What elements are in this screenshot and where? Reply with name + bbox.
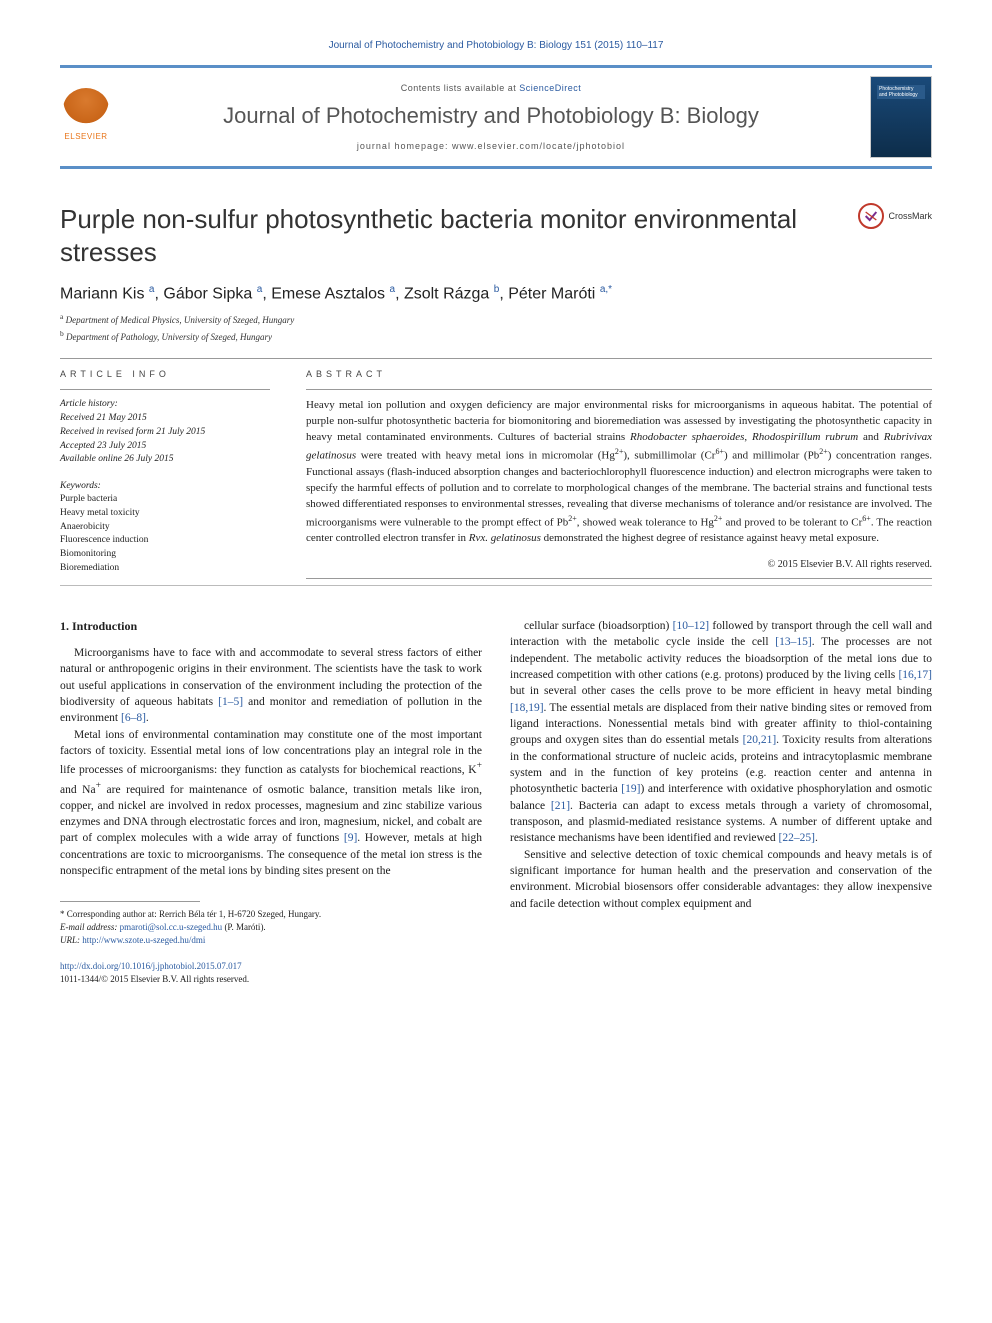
homepage-line: journal homepage: www.elsevier.com/locat… — [126, 141, 856, 151]
running-header: Journal of Photochemistry and Photobiolo… — [60, 40, 932, 51]
email-label: E-mail address: — [60, 922, 120, 932]
citation-link[interactable]: [13–15] — [775, 636, 811, 648]
issn-copyright: 1011-1344/© 2015 Elsevier B.V. All right… — [60, 973, 482, 986]
crossmark-badge[interactable]: CrossMark — [858, 203, 932, 229]
citation-link[interactable]: [9] — [344, 832, 357, 844]
email-link[interactable]: pmaroti@sol.cc.u-szeged.hu — [120, 922, 223, 932]
keyword: Bioremediation — [60, 562, 270, 576]
affiliation-line: a Department of Medical Physics, Univers… — [60, 311, 932, 328]
keyword: Biomonitoring — [60, 548, 270, 562]
keyword: Purple bacteria — [60, 493, 270, 507]
body-paragraph: Sensitive and selective detection of tox… — [510, 847, 932, 912]
citation-link[interactable]: [1–5] — [218, 696, 243, 708]
citation-link[interactable]: [6–8] — [121, 712, 146, 724]
citation-link[interactable]: [10–12] — [673, 620, 709, 632]
body-columns: 1. Introduction Microorganisms have to f… — [60, 618, 932, 985]
revised-date: Received in revised form 21 July 2015 — [60, 426, 270, 440]
body-paragraph: Microorganisms have to face with and acc… — [60, 645, 482, 727]
divider — [306, 578, 932, 579]
contents-line: Contents lists available at ScienceDirec… — [126, 83, 856, 93]
author-list: Mariann Kis a, Gábor Sipka a, Emese Aszt… — [60, 284, 932, 303]
abstract-copyright: © 2015 Elsevier B.V. All rights reserved… — [306, 559, 932, 570]
article-info-column: ARTICLE INFO Article history: Received 2… — [60, 369, 270, 579]
homepage-url[interactable]: www.elsevier.com/locate/jphotobiol — [452, 141, 625, 151]
cover-title: Photochemistry and Photobiology — [879, 87, 923, 98]
received-date: Received 21 May 2015 — [60, 412, 270, 426]
body-paragraph: cellular surface (bioadsorption) [10–12]… — [510, 618, 932, 847]
banner-center: Contents lists available at ScienceDirec… — [126, 83, 856, 151]
doi-block: http://dx.doi.org/10.1016/j.jphotobiol.2… — [60, 960, 482, 985]
journal-name: Journal of Photochemistry and Photobiolo… — [126, 103, 856, 129]
crossmark-icon — [858, 203, 884, 229]
section-number: 1. — [60, 619, 69, 633]
journal-banner: ELSEVIER Contents lists available at Sci… — [60, 65, 932, 169]
keywords-list: Purple bacteriaHeavy metal toxicityAnaer… — [60, 493, 270, 576]
url-label: URL: — [60, 935, 82, 945]
footnote-divider — [60, 901, 200, 902]
title-row: Purple non-sulfur photosynthetic bacteri… — [60, 203, 932, 268]
divider — [306, 389, 932, 390]
citation-link[interactable]: [22–25] — [779, 832, 815, 844]
elsevier-logo: ELSEVIER — [60, 88, 112, 146]
citation-link[interactable]: [21] — [551, 800, 570, 812]
divider — [60, 358, 932, 359]
affiliation-line: b Department of Pathology, University of… — [60, 328, 932, 345]
body-paragraph: Metal ions of environmental contaminatio… — [60, 727, 482, 880]
sciencedirect-link[interactable]: ScienceDirect — [519, 83, 581, 93]
doi-link[interactable]: http://dx.doi.org/10.1016/j.jphotobiol.2… — [60, 961, 242, 971]
keywords-label: Keywords: — [60, 481, 270, 491]
abstract-head: ABSTRACT — [306, 369, 932, 379]
citation-link[interactable]: [20,21] — [743, 734, 777, 746]
crossmark-label: CrossMark — [888, 211, 932, 221]
section-heading: 1. Introduction — [60, 618, 482, 635]
keyword: Heavy metal toxicity — [60, 507, 270, 521]
affiliations: a Department of Medical Physics, Univers… — [60, 311, 932, 344]
history-label: Article history: — [60, 398, 270, 412]
email-owner: (P. Maróti). — [222, 922, 266, 932]
corresponding-author-footnote: * Corresponding author at: Rerrich Béla … — [60, 908, 482, 946]
keyword: Fluorescence induction — [60, 534, 270, 548]
corr-address: Rerrich Béla tér 1, H-6720 Szeged, Hunga… — [159, 909, 321, 919]
citation-link[interactable]: [18,19] — [510, 702, 544, 714]
online-date: Available online 26 July 2015 — [60, 453, 270, 467]
homepage-prefix: journal homepage: — [357, 141, 452, 151]
elsevier-tree-icon — [63, 88, 109, 130]
body-column-left: 1. Introduction Microorganisms have to f… — [60, 618, 482, 985]
article-info-head: ARTICLE INFO — [60, 369, 270, 379]
abstract-column: ABSTRACT Heavy metal ion pollution and o… — [306, 369, 932, 579]
article-title: Purple non-sulfur photosynthetic bacteri… — [60, 203, 838, 268]
section-title: Introduction — [72, 619, 137, 633]
info-abstract-row: ARTICLE INFO Article history: Received 2… — [60, 369, 932, 579]
citation-link[interactable]: [19] — [621, 783, 640, 795]
divider — [60, 585, 932, 586]
abstract-text: Heavy metal ion pollution and oxygen def… — [306, 398, 932, 547]
accepted-date: Accepted 23 July 2015 — [60, 440, 270, 454]
keyword: Anaerobicity — [60, 521, 270, 535]
author-url-link[interactable]: http://www.szote.u-szeged.hu/dmi — [82, 935, 205, 945]
citation-link[interactable]: [16,17] — [898, 669, 932, 681]
corr-prefix: * Corresponding author at: — [60, 909, 159, 919]
elsevier-label: ELSEVIER — [64, 132, 107, 141]
contents-prefix: Contents lists available at — [401, 83, 520, 93]
divider — [60, 389, 270, 390]
article-history: Article history: Received 21 May 2015 Re… — [60, 398, 270, 467]
journal-cover-thumbnail: Photochemistry and Photobiology — [870, 76, 932, 158]
body-column-right: cellular surface (bioadsorption) [10–12]… — [510, 618, 932, 985]
